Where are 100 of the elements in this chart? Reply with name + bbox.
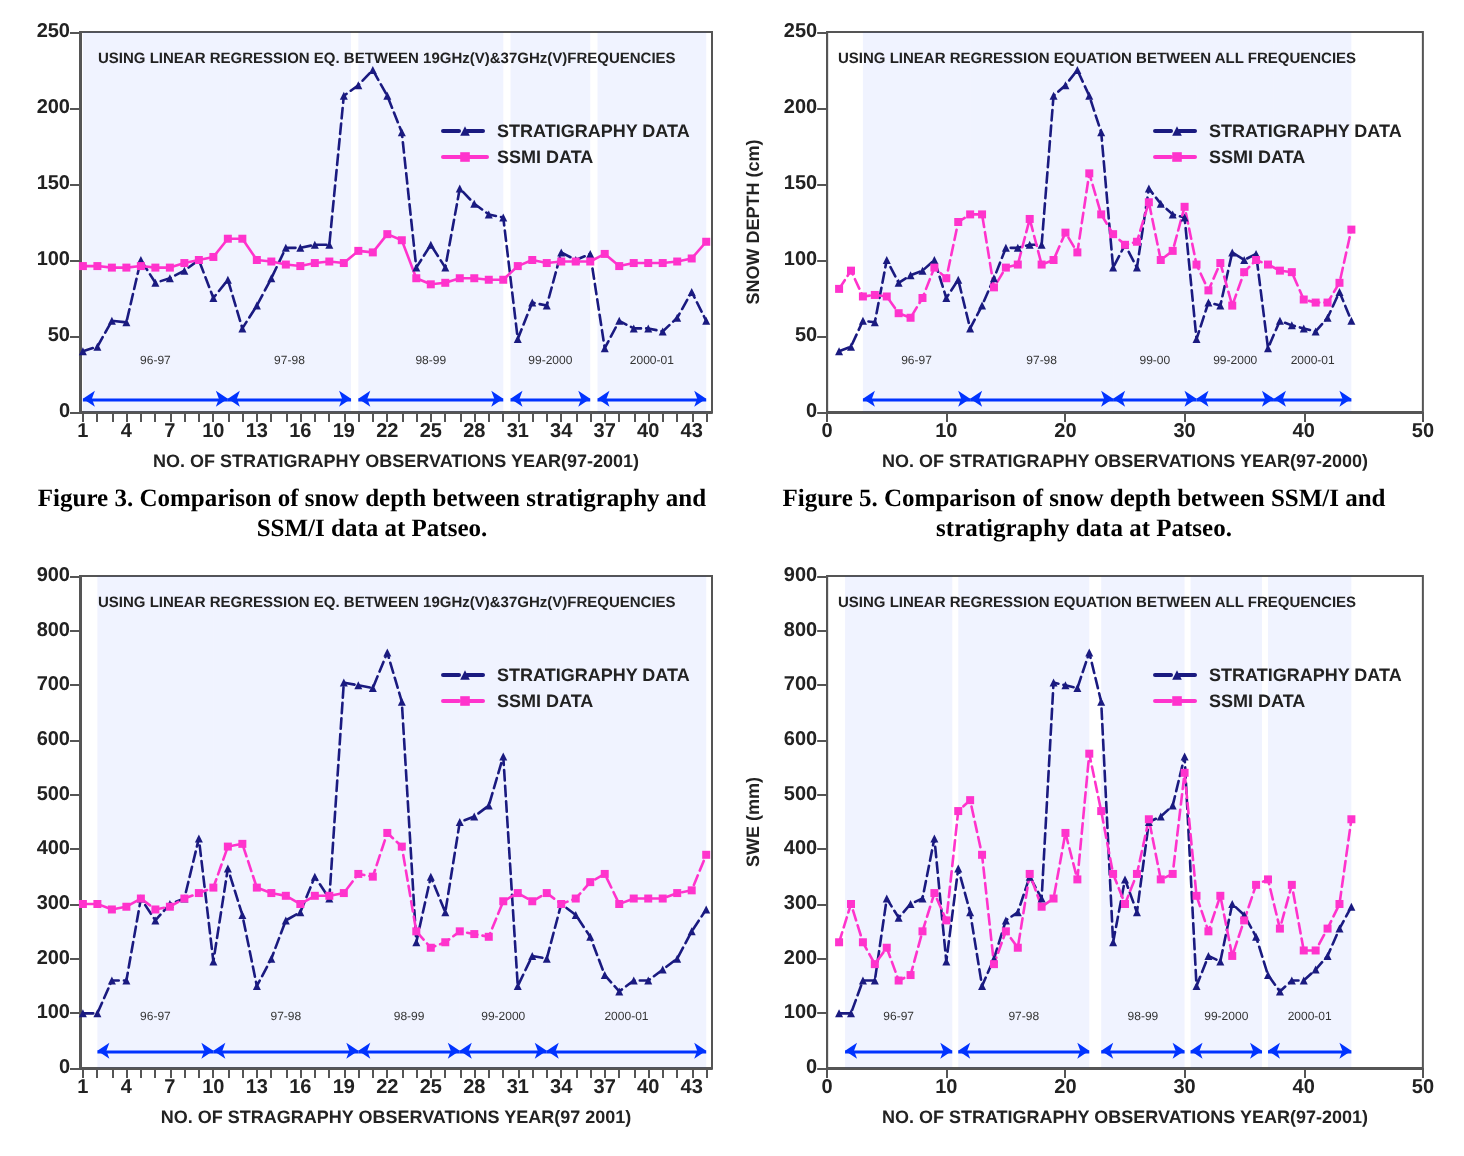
point [644,894,653,903]
point [310,891,319,900]
point [426,280,435,289]
point [847,266,855,275]
point [930,256,939,264]
x-tick-label: 4 [120,1077,133,1099]
point [484,275,493,284]
point [1323,951,1332,960]
point [1299,295,1308,304]
y-tick-label: 150 [783,173,819,195]
point [1192,891,1201,900]
y-tick-label: 100 [36,1002,71,1025]
point [1073,66,1082,74]
y-tick-label: 50 [47,325,71,347]
point [1287,268,1296,277]
point [1228,900,1237,908]
y-tick-label: 200 [36,97,71,119]
point [1097,210,1106,219]
point [426,240,435,249]
point [644,259,653,268]
y-axis-title: SWE (mm) [743,776,763,867]
point [629,894,638,903]
point [1275,266,1284,275]
point [1085,749,1094,758]
point [1037,260,1046,269]
point [1228,951,1237,960]
x-tick-label: 19 [332,421,356,443]
point [1335,924,1344,933]
point [1180,202,1189,211]
point [1132,869,1141,878]
point [966,908,975,917]
point [513,982,522,990]
point [296,900,305,908]
point [882,292,891,301]
point [1132,263,1141,272]
x-tick-label: 7 [164,1077,177,1099]
point [1121,875,1130,884]
point [858,938,867,947]
point [571,894,580,903]
y-tick-label: 100 [783,249,819,271]
point [847,342,855,351]
x-tick-label: 37 [593,421,617,443]
point [368,684,377,693]
point [702,850,711,859]
point [1168,246,1177,255]
point [1097,807,1106,816]
point [1001,243,1010,252]
point [847,1009,855,1018]
x-tick-label: 22 [376,421,400,443]
point [1275,924,1284,933]
x-tick-label: 13 [245,1077,269,1099]
point [894,309,903,318]
y-tick-label: 50 [794,325,819,347]
point [966,796,975,805]
y-tick-label: 700 [36,674,71,697]
point [954,275,963,284]
point [687,287,696,296]
point [528,951,537,960]
point [1144,184,1153,193]
point [1311,946,1320,955]
point [310,240,319,249]
point [1037,902,1046,911]
point [615,900,624,908]
point [1240,268,1249,277]
point [930,889,939,898]
point [354,246,363,255]
point [93,262,102,271]
point [1347,902,1356,911]
legend-label: SSMI DATA [1209,691,1307,711]
x-axis-title: NO. OF STRATIGRAPHY OBSERVATIONS YEAR(97-2001) [881,1107,1369,1127]
point [870,290,879,299]
point [1240,916,1249,925]
y-tick-label: 0 [58,1057,71,1079]
point [978,850,987,859]
x-tick-label: 10 [935,1077,959,1099]
caption: Figure 3. Comparison of snow depth between stratigraphy and SSM/I data at Patseo. [35,482,709,544]
y-tick-label: 500 [783,783,819,806]
y-tick-label: 600 [783,729,819,751]
point [702,316,711,325]
point [658,894,667,903]
x-tick-label: 10 [202,421,226,443]
x-tick-label: 34 [550,1077,574,1099]
point [528,256,537,264]
point [1156,199,1165,208]
point [1311,298,1320,307]
point [470,199,479,208]
point [966,210,975,219]
y-axis-title: SNOW DEPTH (cm) [743,139,763,305]
legend-label: STRATIGRAPHY DATA [497,665,691,685]
point [368,66,377,74]
x-tick-label: 0 [821,1077,834,1099]
point [165,263,174,272]
x-tick-label: 40 [637,421,661,443]
point [918,266,927,275]
y-tick-label: 200 [783,97,819,119]
y-tick-label: 0 [806,1057,819,1079]
point [1263,875,1272,884]
x-tick-label: 40 [637,1077,661,1099]
point [107,905,116,914]
x-tick-label: 7 [164,421,177,443]
